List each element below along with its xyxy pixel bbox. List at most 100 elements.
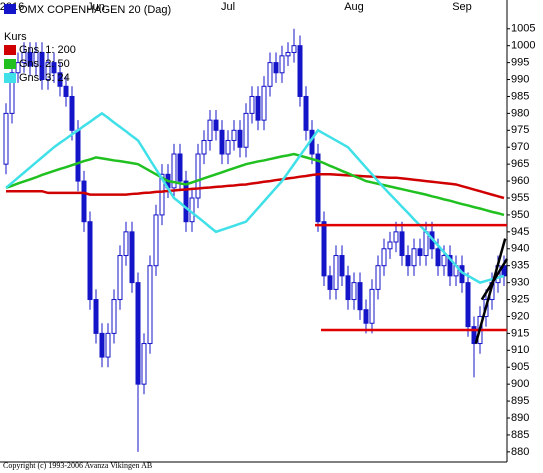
candle-body: [3, 112, 9, 165]
x-tick-label: Jul: [221, 1, 235, 13]
candle-body: [303, 95, 309, 131]
moving-average-line: [6, 173, 505, 200]
candle-body: [141, 343, 147, 385]
candle-body: [327, 275, 333, 290]
candle-body: [75, 129, 81, 182]
legend-swatch: [4, 45, 16, 55]
y-tick-label: 1000: [511, 40, 535, 52]
copyright: Copyright (c) 1993-2006 Avanza Vikingen …: [3, 461, 152, 470]
candle-body: [63, 85, 69, 97]
y-tick-label: 1005: [511, 23, 535, 35]
candle-body: [315, 153, 321, 223]
y-tick-label: 945: [511, 226, 529, 238]
candle-body: [81, 180, 87, 223]
y-tick-label: 920: [511, 310, 529, 322]
candle-body: [333, 255, 339, 290]
y-tick-label: 900: [511, 378, 529, 390]
candle-body: [207, 119, 213, 141]
candle-body: [117, 255, 123, 301]
candle-body: [99, 332, 105, 358]
candle-body: [465, 282, 471, 328]
candle-body: [225, 139, 231, 155]
candle-body: [111, 299, 117, 334]
candle-body: [123, 231, 129, 257]
legend-swatch: [4, 59, 16, 69]
candle-body: [255, 95, 261, 121]
candle-body: [423, 231, 429, 257]
candle-body: [447, 255, 453, 277]
candle-body: [93, 299, 99, 334]
y-tick-label: 970: [511, 141, 529, 153]
y-tick-label: 950: [511, 209, 529, 221]
candle-body: [189, 197, 195, 223]
candle-body: [285, 51, 291, 57]
x-tick-label: Sep: [452, 1, 472, 13]
candle-body: [51, 62, 57, 74]
y-tick-label: 935: [511, 260, 529, 272]
y-tick-label: 960: [511, 175, 529, 187]
candle-body: [183, 180, 189, 223]
y-tick-label: 975: [511, 124, 529, 136]
y-tick-label: 890: [511, 412, 529, 424]
candle-body: [27, 51, 33, 67]
candle-body: [129, 231, 135, 284]
candle-body: [177, 153, 183, 182]
candle-body: [45, 62, 51, 81]
candle-body: [33, 51, 39, 67]
candle-body: [351, 282, 357, 301]
legend-label: Gns. 3: 24: [19, 72, 70, 84]
legend-label: Gns. 1: 200: [19, 44, 76, 56]
candle-body: [21, 51, 27, 64]
candle-body: [405, 255, 411, 267]
candle-body: [231, 129, 237, 141]
candle-body: [375, 265, 381, 290]
candle-body: [159, 173, 165, 216]
y-tick-label: 925: [511, 293, 529, 305]
candle-body: [369, 288, 375, 324]
candle-body: [273, 62, 279, 74]
candle-body: [321, 221, 327, 277]
candle-body: [153, 214, 159, 267]
moving-average-line: [5, 152, 505, 217]
candle-body: [363, 309, 369, 324]
candle-body: [87, 221, 93, 301]
legend-label: Kurs: [4, 31, 27, 43]
candle-body: [411, 248, 417, 267]
candle-body: [381, 248, 387, 267]
candle-body: [399, 231, 405, 257]
legend-label: Gns. 2: 50: [19, 58, 70, 70]
candle-body: [147, 265, 153, 345]
candle-body: [57, 72, 63, 87]
candle-body: [339, 255, 345, 277]
candle-body: [219, 129, 225, 155]
candle-body: [471, 326, 477, 345]
candle-body: [279, 55, 285, 74]
x-tick-label: Jun: [87, 1, 105, 13]
legend-swatch: [4, 73, 16, 83]
candle-body: [243, 112, 249, 148]
candle-body: [39, 51, 45, 81]
y-tick-label: 905: [511, 361, 529, 373]
candle-body: [105, 332, 111, 358]
candle-body: [297, 45, 303, 97]
candle-body: [357, 282, 363, 311]
moving-average-line: [5, 111, 505, 284]
trend-line: [480, 258, 509, 301]
candle-body: [201, 139, 207, 155]
candle-body: [291, 45, 297, 53]
y-tick-label: 930: [511, 277, 529, 289]
candle-body: [213, 119, 219, 131]
y-tick-label: 985: [511, 90, 529, 102]
candle-body: [249, 95, 255, 114]
y-tick-label: 910: [511, 344, 529, 356]
y-tick-label: 980: [511, 107, 529, 119]
y-tick-label: 895: [511, 395, 529, 407]
y-tick-label: 965: [511, 158, 529, 170]
trend-line: [474, 238, 507, 344]
candle-body: [9, 72, 15, 114]
y-tick-label: 880: [511, 446, 529, 458]
candle-body: [387, 241, 393, 250]
y-tick-label: 885: [511, 429, 529, 441]
